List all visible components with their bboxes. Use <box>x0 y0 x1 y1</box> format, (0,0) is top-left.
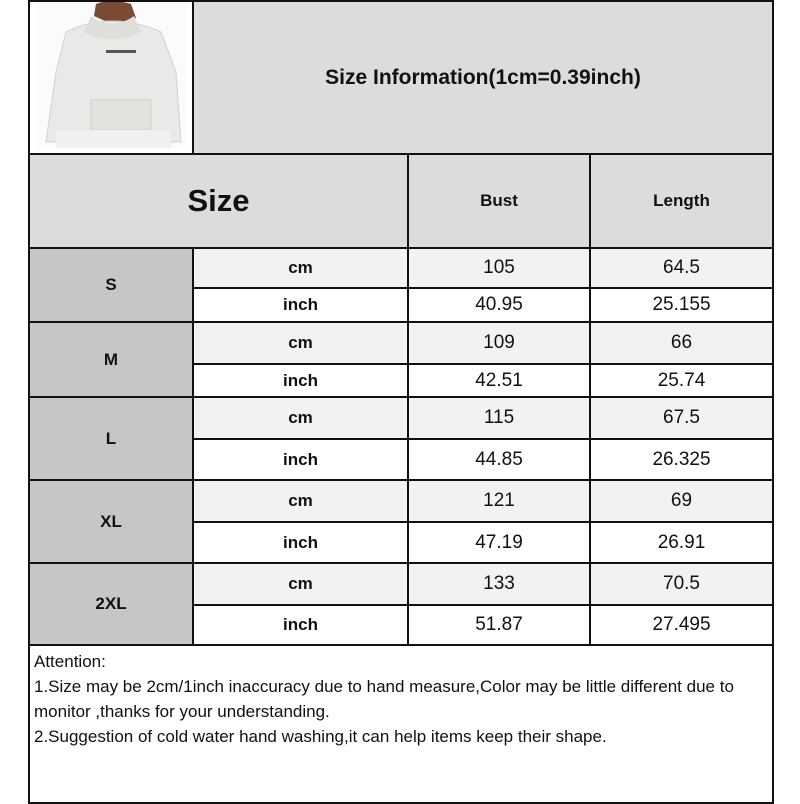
length-value: 26.91 <box>589 521 774 564</box>
chart-title: Size Information(1cm=0.39inch) <box>192 0 774 155</box>
length-value: 26.325 <box>589 438 774 481</box>
length-value: 27.495 <box>589 604 774 646</box>
unit-label: inch <box>192 287 409 323</box>
product-image <box>28 0 194 155</box>
hoodie-photo-icon <box>36 1 186 148</box>
length-value: 70.5 <box>589 562 774 606</box>
bust-value: 133 <box>407 562 591 606</box>
bust-value: 115 <box>407 396 591 440</box>
size-row-inch: inch 44.85 26.325 <box>29 438 774 481</box>
size-row-inch: inch 47.19 26.91 <box>29 521 774 564</box>
size-row-cm: XL cm 121 69 <box>28 479 774 564</box>
bust-value: 44.85 <box>407 438 591 481</box>
unit-label: inch <box>192 438 409 481</box>
size-label: M <box>28 321 194 398</box>
bust-value: 121 <box>407 479 591 523</box>
length-value: 25.155 <box>589 287 774 323</box>
bust-value: 47.19 <box>407 521 591 564</box>
unit-label: cm <box>192 562 409 606</box>
size-row-inch: inch 51.87 27.495 <box>29 604 774 646</box>
unit-label: cm <box>192 479 409 523</box>
length-value: 66 <box>589 321 774 365</box>
length-value: 69 <box>589 479 774 523</box>
size-row-cm: 2XL cm 133 70.5 <box>28 562 774 646</box>
bust-value: 40.95 <box>407 287 591 323</box>
bust-header: Bust <box>407 153 591 249</box>
unit-label: cm <box>192 396 409 440</box>
length-value: 64.5 <box>589 247 774 289</box>
size-row-inch: inch 40.95 25.155 <box>29 287 774 323</box>
size-label: 2XL <box>28 562 194 646</box>
unit-label: cm <box>192 321 409 365</box>
unit-label: inch <box>192 604 409 646</box>
bust-value: 42.51 <box>407 363 591 398</box>
note-2: 2.Suggestion of cold water hand washing,… <box>34 727 607 746</box>
size-label: L <box>28 396 194 481</box>
size-label: XL <box>28 479 194 564</box>
bust-value: 109 <box>407 321 591 365</box>
length-header: Length <box>589 153 774 249</box>
unit-label: inch <box>192 521 409 564</box>
size-chart-table: Size Information(1cm=0.39inch) Size Bust… <box>28 0 774 804</box>
attention-notes: Attention: 1.Size may be 2cm/1inch inacc… <box>28 644 774 804</box>
bust-value: 51.87 <box>407 604 591 646</box>
size-label: S <box>28 247 194 323</box>
length-value: 67.5 <box>589 396 774 440</box>
notes-heading: Attention: <box>34 652 106 671</box>
bust-value: 105 <box>407 247 591 289</box>
unit-label: cm <box>192 247 409 289</box>
size-row-inch: inch 42.51 25.74 <box>29 363 774 398</box>
length-value: 25.74 <box>589 363 774 398</box>
size-header: Size <box>28 153 409 249</box>
unit-label: inch <box>192 363 409 398</box>
note-1: 1.Size may be 2cm/1inch inaccuracy due t… <box>34 677 739 721</box>
